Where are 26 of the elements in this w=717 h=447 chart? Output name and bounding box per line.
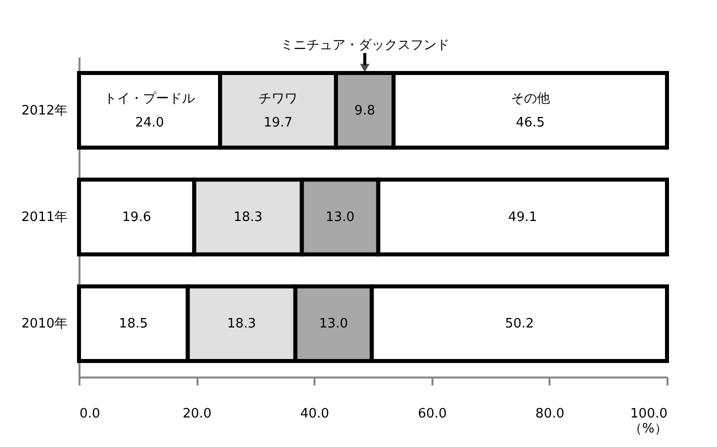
data-label: 49.1	[508, 210, 538, 225]
data-label: 19.7	[264, 115, 293, 130]
data-label: 18.3	[227, 316, 256, 332]
data-label: 18.5	[118, 316, 148, 332]
x-tick-label: 80.0	[535, 406, 564, 422]
data-label: 18.3	[234, 210, 263, 225]
data-label: 13.0	[319, 316, 348, 332]
x-tick-label: 40.0	[300, 406, 330, 422]
x-tick-label: 0.0	[80, 406, 100, 422]
x-tick-label: 100.0	[630, 406, 668, 422]
x-tick-label: 20.0	[182, 406, 212, 422]
y-tick-label: 2011年	[21, 210, 68, 225]
data-label: 19.6	[122, 210, 152, 225]
series-label: チワワ	[258, 91, 298, 106]
data-label: 50.2	[504, 316, 534, 332]
data-label: 46.5	[516, 115, 545, 130]
y-tick-label: 2012年	[21, 103, 68, 118]
x-tick-label: 60.0	[418, 406, 447, 422]
series-label: トイ・プードル	[104, 91, 196, 106]
text: ミニチュア・ダックスフンド	[280, 38, 450, 53]
series-label: その他	[510, 91, 550, 106]
y-tick-label: 2010年	[21, 316, 68, 332]
data-label: 24.0	[135, 115, 164, 130]
data-label: 13.0	[326, 210, 355, 225]
data-label: 9.8	[354, 103, 376, 118]
x-axis-title: （%）	[629, 422, 668, 436]
